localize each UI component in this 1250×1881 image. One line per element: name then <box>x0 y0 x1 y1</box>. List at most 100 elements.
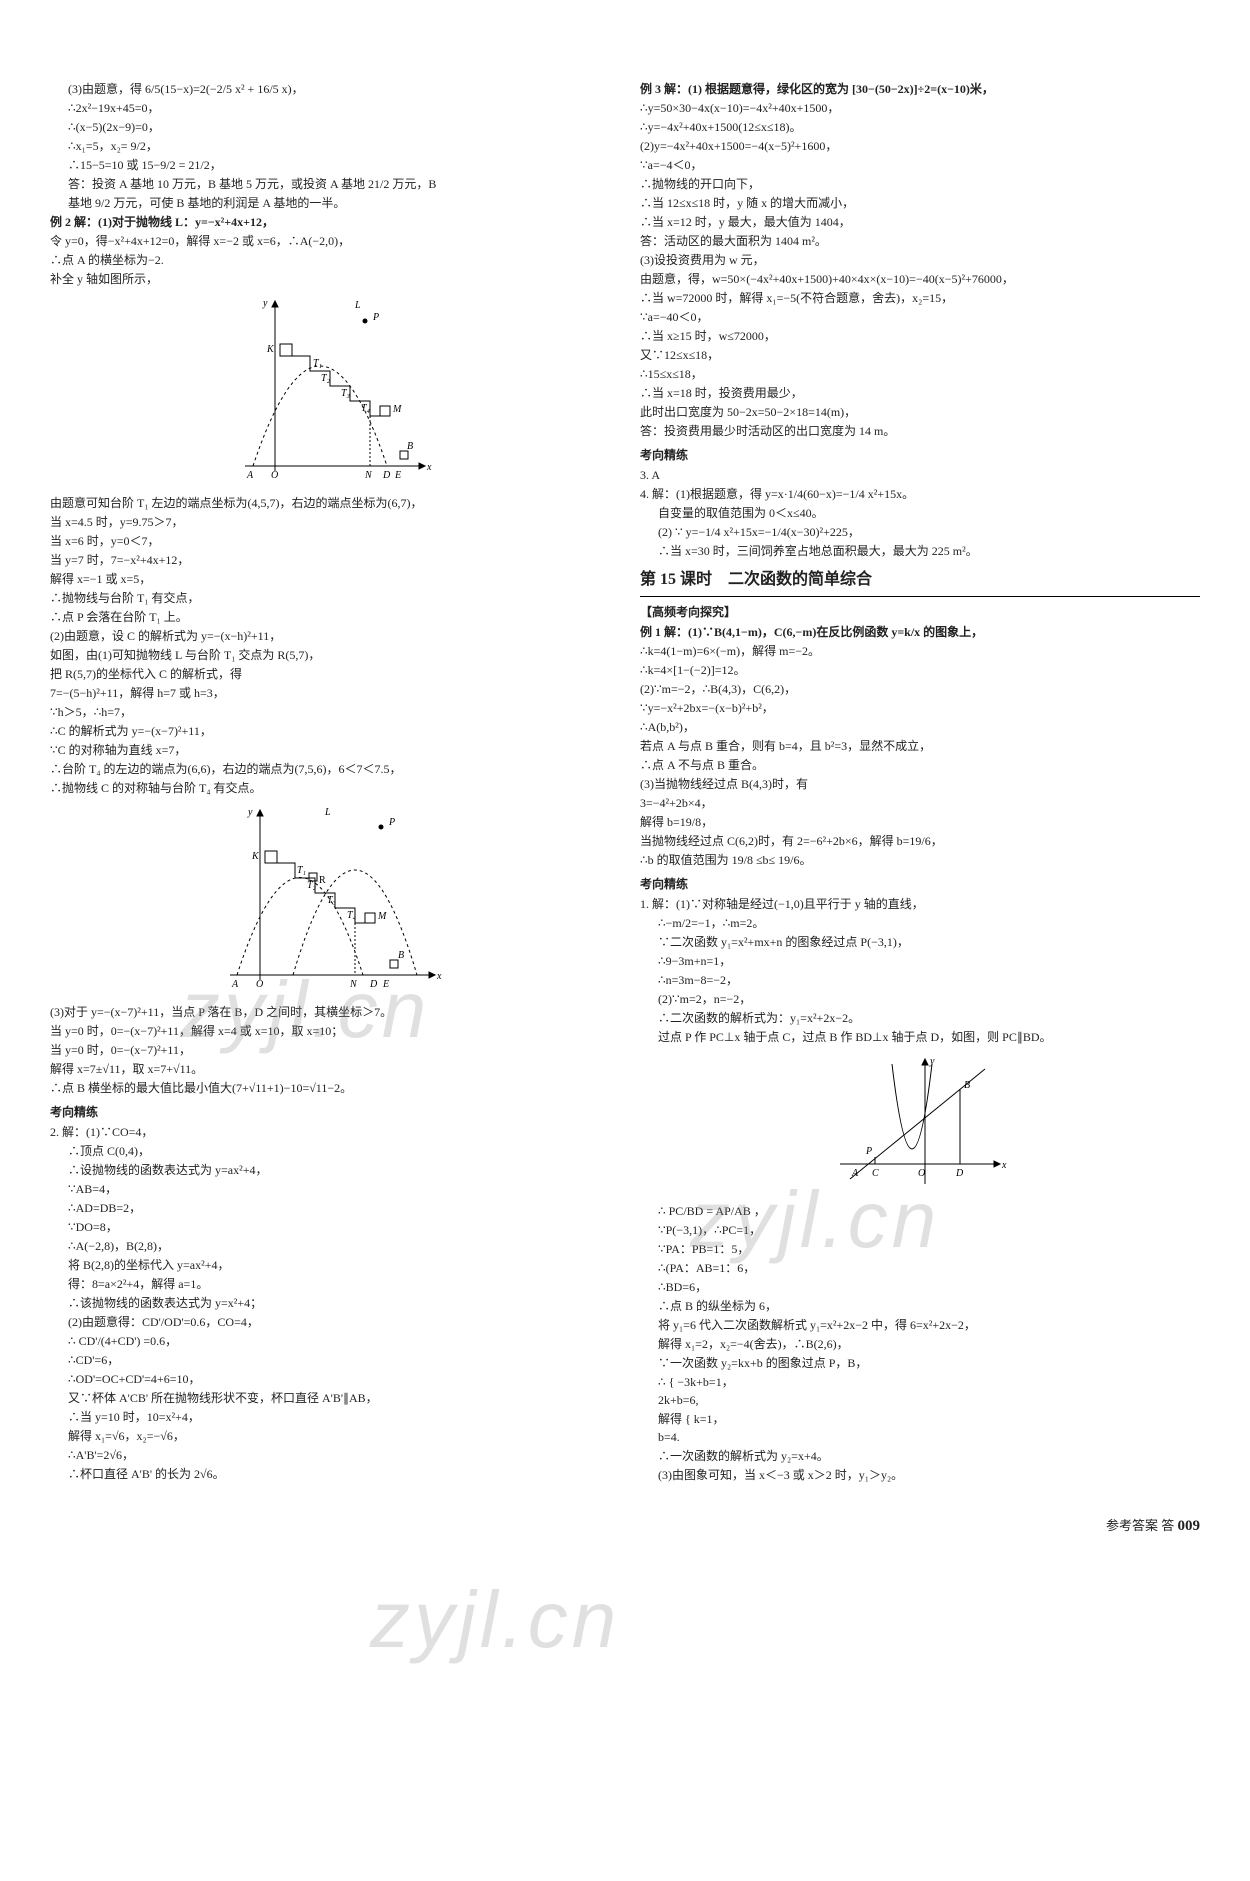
text-line: ∵AB=4， <box>50 1180 610 1198</box>
text-line: 自变量的取值范围为 0＜x≤40。 <box>640 504 1200 522</box>
svg-text:R: R <box>319 875 326 886</box>
text-line: ∴y=−4x²+40x+1500(12≤x≤18)。 <box>640 118 1200 136</box>
text-line: ∴9−3m+n=1， <box>640 952 1200 970</box>
text-line: 3. A <box>640 466 1200 484</box>
text-line: (2) ∵ y=−1/4 x²+15x=−1/4(x−30)²+225， <box>640 523 1200 541</box>
two-column-layout: (3)由题意，得 6/5(15−x)=2(−2/5 x² + 16/5 x)， … <box>50 80 1200 1485</box>
text-line: 令 y=0，得−x²+4x+12=0，解得 x=−2 或 x=6，∴A(−2,0… <box>50 232 610 250</box>
text-line: ∴BD=6， <box>640 1278 1200 1296</box>
text-line: (2)y=−4x²+40x+1500=−4(x−5)²+1600， <box>640 137 1200 155</box>
text-line: ∴A(b,b²)， <box>640 718 1200 736</box>
svg-text:y: y <box>247 807 253 818</box>
text-line: ∴CD'=6， <box>50 1351 610 1369</box>
text-line: ∴当 12≤x≤18 时，y 随 x 的增大而减小， <box>640 194 1200 212</box>
text-line: ∴(PA：AB=1：6， <box>640 1259 1200 1277</box>
svg-text:M: M <box>377 911 387 922</box>
text-line: ∵PA：PB=1：5， <box>640 1240 1200 1258</box>
text-line: (2)由题意得：CD'/OD'=0.6，CO=4， <box>50 1313 610 1331</box>
text-line: (2)由题意，设 C 的解析式为 y=−(x−h)²+11， <box>50 627 610 645</box>
svg-text:x: x <box>426 462 432 473</box>
text-line: 7=−(5−h)²+11，解得 h=7 或 h=3， <box>50 684 610 702</box>
svg-text:T₂: T₂ <box>307 880 317 891</box>
example-heading: 例 2 解：(1)对于抛物线 L：y=−x²+4x+12， <box>50 213 610 231</box>
text-line: ∵一次函数 y₂=kx+b 的图象过点 P，B， <box>640 1354 1200 1372</box>
text-line: ∴当 x=18 时，投资费用最少， <box>640 384 1200 402</box>
text-line: 答：投资费用最少时活动区的出口宽度为 14 m。 <box>640 422 1200 440</box>
divider <box>640 596 1200 597</box>
svg-text:T₄: T₄ <box>361 403 371 414</box>
svg-text:x: x <box>1001 1160 1007 1171</box>
text-line: 当 y=7 时，7=−x²+4x+12， <box>50 551 610 569</box>
text-line: ∴当 y=10 时，10=x²+4， <box>50 1408 610 1426</box>
text-line: 4. 解：(1)根据题意，得 y=x·1/4(60−x)=−1/4 x²+15x… <box>640 485 1200 503</box>
text-line: ∴点 A 不与点 B 重合。 <box>640 756 1200 774</box>
svg-text:P: P <box>388 817 395 828</box>
text-line: ∴抛物线与台阶 T₁ 有交点， <box>50 589 610 607</box>
text-line: 将 y₁=6 代入二次函数解析式 y₁=x²+2x−2 中，得 6=x²+2x−… <box>640 1316 1200 1334</box>
svg-text:P: P <box>372 312 379 323</box>
example-heading: 例 3 解：(1) 根据题意得，绿化区的宽为 [30−(50−2x)]÷2=(x… <box>640 80 1200 98</box>
text-line: ∴x₁=5，x₂= 9/2， <box>50 137 610 155</box>
text-line: ∴当 x=30 时，三间饲养室占地总面积最大，最大为 225 m²。 <box>640 542 1200 560</box>
text-line: 解得 x₁=2，x₂=−4(舍去)，∴B(2,6)， <box>640 1335 1200 1353</box>
svg-text:A: A <box>851 1168 859 1179</box>
svg-text:T₄: T₄ <box>347 910 357 921</box>
text-line: ∴点 B 的纵坐标为 6， <box>640 1297 1200 1315</box>
text-line: 此时出口宽度为 50−2x=50−2×18=14(m)， <box>640 403 1200 421</box>
text-line: 当 x=4.5 时，y=9.75＞7， <box>50 513 610 531</box>
text-line: ∵h＞5，∴h=7， <box>50 703 610 721</box>
example-heading: 例 1 解：(1)∵B(4,1−m)，C(6,−m)在反比例函数 y=k/x 的… <box>640 623 1200 641</box>
text-line: ∴ { −3k+b=1， 2k+b=6, <box>640 1373 1200 1409</box>
svg-text:O: O <box>271 470 278 481</box>
text-line: 解得 x₁=√6，x₂=−√6， <box>50 1427 610 1445</box>
figure-parabola-steps-1: y x L P K T₁ T₂ T₃ T₄ M B A O N D E <box>50 296 610 486</box>
text-line: ∴15−5=10 或 15−9/2 = 21/2， <box>50 156 610 174</box>
text-line: ∴抛物线 C 的对称轴与台阶 T₄ 有交点。 <box>50 779 610 797</box>
text-line: 由题意，得，w=50×(−4x²+40x+1500)+40×4x×(x−10)=… <box>640 270 1200 288</box>
text-line: 把 R(5,7)的坐标代入 C 的解析式，得 <box>50 665 610 683</box>
svg-text:B: B <box>407 441 413 452</box>
text-line: ∴当 x=12 时，y 最大，最大值为 1404， <box>640 213 1200 231</box>
svg-text:T₂: T₂ <box>321 373 331 384</box>
svg-text:B: B <box>398 950 404 961</box>
text-line: 如图，由(1)可知抛物线 L 与台阶 T₁ 交点为 R(5,7)， <box>50 646 610 664</box>
text-line: 将 B(2,8)的坐标代入 y=ax²+4， <box>50 1256 610 1274</box>
svg-text:B: B <box>964 1080 970 1091</box>
svg-text:K: K <box>266 344 275 355</box>
svg-text:P: P <box>865 1146 872 1157</box>
text-line: (3)当抛物线经过点 B(4,3)时，有 <box>640 775 1200 793</box>
svg-text:K: K <box>251 851 260 862</box>
text-line: 得：8=a×2²+4，解得 a=1。 <box>50 1275 610 1293</box>
text-line: ∴抛物线的开口向下， <box>640 175 1200 193</box>
text-line: ∴2x²−19x+45=0， <box>50 99 610 117</box>
sub-heading: 【高频考向探究】 <box>640 603 1200 621</box>
svg-text:M: M <box>392 404 402 415</box>
text-line: ∴二次函数的解析式为：y₁=x²+2x−2。 <box>640 1009 1200 1027</box>
page-number: 009 <box>1178 1518 1201 1534</box>
text-line: ∴A'B'=2√6， <box>50 1446 610 1464</box>
svg-text:C: C <box>872 1168 879 1179</box>
svg-text:N: N <box>364 470 373 481</box>
svg-text:A: A <box>246 470 254 481</box>
footer-label: 参考答案 答 <box>1106 1518 1174 1533</box>
text-line: (2)∵m=2，n=−2， <box>640 990 1200 1008</box>
text-line: ∴n=3m−8=−2， <box>640 971 1200 989</box>
svg-text:T₃: T₃ <box>327 895 337 906</box>
svg-text:y: y <box>262 298 268 309</box>
text-line: (3)由题意，得 6/5(15−x)=2(−2/5 x² + 16/5 x)， <box>50 80 610 98</box>
text-line: 当 y=0 时，0=−(x−7)²+11， <box>50 1041 610 1059</box>
text-line: ∴OD'=OC+CD'=4+6=10， <box>50 1370 610 1388</box>
text-line: 1. 解：(1)∵对称轴是经过(−1,0)且平行于 y 轴的直线， <box>640 895 1200 913</box>
text-line: ∴k=4×[1−(−2)]=12。 <box>640 661 1200 679</box>
sub-heading: 考向精练 <box>640 875 1200 893</box>
text-line: ∴点 A 的横坐标为−2. <box>50 251 610 269</box>
svg-text:O: O <box>918 1168 925 1179</box>
text-line: 当 y=0 时，0=−(x−7)²+11，解得 x=4 或 x=10，取 x=1… <box>50 1022 610 1040</box>
text-line: 解得 x=7±√11，取 x=7+√11。 <box>50 1060 610 1078</box>
svg-text:x: x <box>436 971 442 982</box>
text-line: ∴ PC/BD = AP/AB ， <box>640 1202 1200 1220</box>
text-line: ∴−m/2=−1，∴m=2。 <box>640 914 1200 932</box>
text-line: ∵a=−40＜0， <box>640 308 1200 326</box>
text-line: 当抛物线经过点 C(6,2)时，有 2=−6²+2b×6，解得 b=19/6， <box>640 832 1200 850</box>
text-line: ∴y=50×30−4x(x−10)=−4x²+40x+1500， <box>640 99 1200 117</box>
